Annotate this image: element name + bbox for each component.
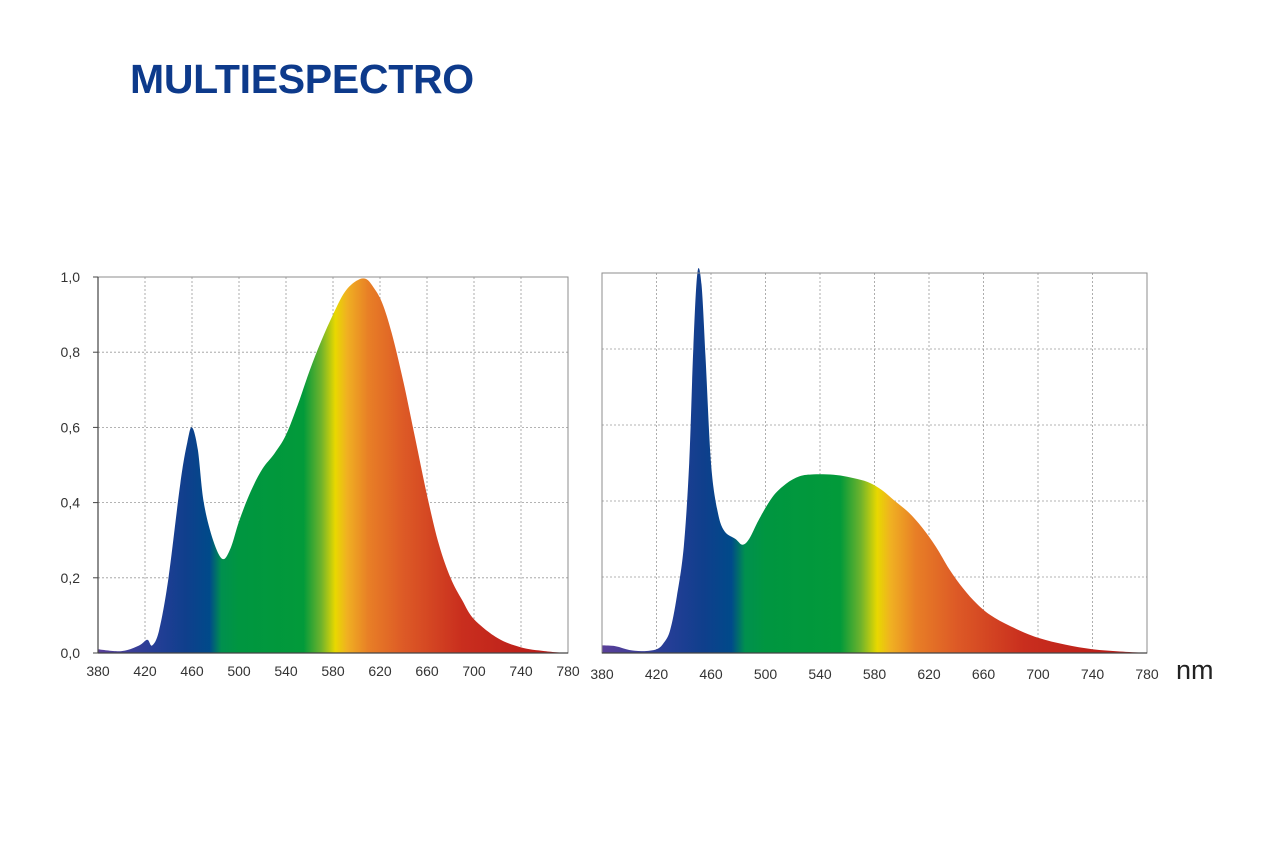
spectrum-area (602, 268, 1147, 653)
spectrum-chart-1: 380 420 460 500 540 580 620 660 700 740 780 0,0 0,2 0… (61, 269, 580, 679)
x-tick-label: 500 (754, 666, 778, 682)
x-tick-label: 420 (133, 663, 157, 679)
x-tick-label: 380 (86, 663, 110, 679)
spectrum-chart-2: 380 420 460 500 540 580 620 660 700 740 780 nm (590, 268, 1214, 685)
x-tick-label: 540 (274, 663, 298, 679)
x-tick-label: 540 (808, 666, 832, 682)
x-tick-label: 780 (556, 663, 580, 679)
x-tick-label: 380 (590, 666, 614, 682)
y-tick-label: 1,0 (61, 269, 81, 285)
x-tick-label: 460 (699, 666, 723, 682)
x-tick-label: 660 (972, 666, 996, 682)
y-tick-label: 0,8 (61, 344, 81, 360)
x-tick-label: 740 (1081, 666, 1105, 682)
x-tick-label: 660 (415, 663, 439, 679)
x-tick-label: 620 (368, 663, 392, 679)
y-tick-label: 0,0 (61, 645, 81, 661)
x-unit-label: nm (1176, 655, 1214, 685)
x-tick-label: 420 (645, 666, 669, 682)
y-tick-label: 0,4 (61, 495, 81, 511)
y-tick-label: 0,6 (61, 419, 81, 435)
x-tick-label: 580 (321, 663, 345, 679)
x-tick-label: 580 (863, 666, 887, 682)
x-tick-label: 700 (1026, 666, 1050, 682)
x-tick-label: 500 (227, 663, 251, 679)
y-tick-label: 0,2 (61, 570, 81, 586)
x-tick-label: 740 (509, 663, 533, 679)
page-title: MULTIESPECTRO (130, 56, 474, 102)
x-tick-label: 460 (180, 663, 204, 679)
spectrum-area (98, 278, 568, 653)
x-tick-label: 700 (462, 663, 486, 679)
x-tick-label: 620 (917, 666, 941, 682)
x-tick-label: 780 (1135, 666, 1159, 682)
